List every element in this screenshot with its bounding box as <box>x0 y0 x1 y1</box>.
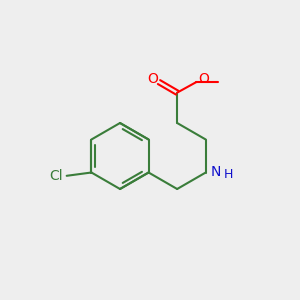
Text: Cl: Cl <box>50 169 63 183</box>
Text: O: O <box>198 72 209 86</box>
Text: O: O <box>147 72 158 86</box>
Text: N: N <box>210 166 220 179</box>
Text: H: H <box>224 167 233 181</box>
